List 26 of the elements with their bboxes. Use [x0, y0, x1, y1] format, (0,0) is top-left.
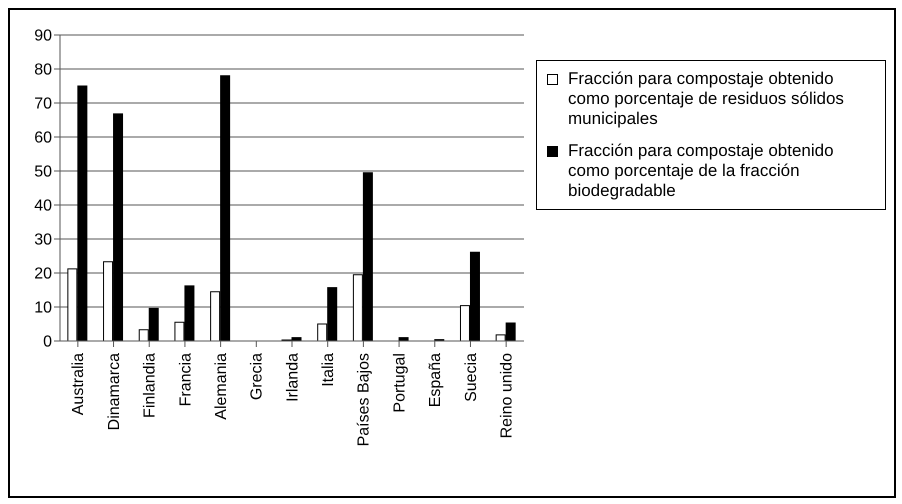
- y-tick-label: 20: [34, 266, 52, 283]
- y-tick-label: 0: [43, 334, 52, 351]
- y-tick-label: 60: [34, 130, 52, 147]
- legend-label: Fracción para compostaje obtenido como porcentaje de la fracción biodegradable: [568, 141, 835, 201]
- y-tick-label: 80: [34, 62, 52, 79]
- x-tick-label: Australia: [70, 352, 88, 416]
- x-tick-label: Portugal: [391, 353, 408, 413]
- y-tick-label: 30: [34, 232, 52, 249]
- y-tick-label: 10: [34, 300, 52, 317]
- x-tick-label: Francia: [177, 352, 194, 406]
- y-tick-label: 90: [34, 28, 52, 45]
- x-tick-label: España: [427, 352, 444, 408]
- x-tick-label: Italia: [320, 352, 338, 387]
- x-tick-label: Dinamarca: [106, 352, 123, 430]
- x-tick-label: Grecia: [248, 352, 266, 400]
- legend-label: Fracción para compostaje obtenido como porcentaje de residuos sólidos municipales: [568, 69, 845, 129]
- x-tick-label: Suecia: [462, 352, 480, 402]
- y-tick-label: 50: [34, 164, 52, 181]
- x-tick-label: Reino unido: [498, 352, 516, 438]
- y-tick-label: 70: [34, 96, 52, 113]
- y-tick-label: 40: [34, 198, 52, 215]
- x-tick-label: Alemania: [212, 352, 230, 420]
- bar: [398, 337, 409, 341]
- x-tick-label: Irlanda: [284, 352, 302, 402]
- x-tick-label: Países Bajos: [356, 353, 373, 446]
- x-tick-label: Finlandia: [142, 352, 159, 418]
